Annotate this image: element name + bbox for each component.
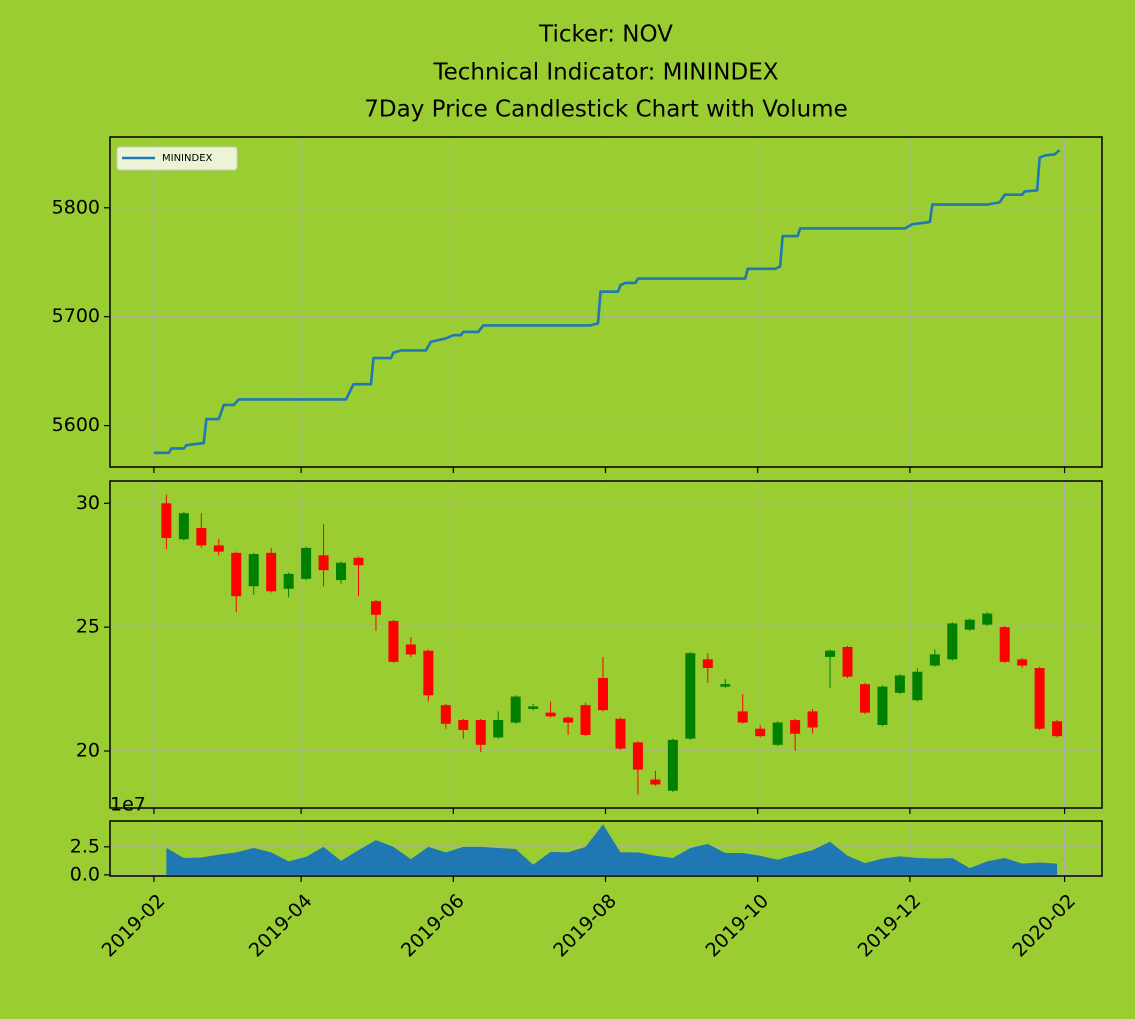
candle-body <box>545 712 556 717</box>
candle-body <box>353 557 364 566</box>
y-tick-label: 5600 <box>52 414 100 436</box>
candle-body <box>196 528 207 546</box>
candle-body <box>563 717 574 723</box>
line-series <box>153 149 1061 455</box>
y-tick-label: 5700 <box>52 305 100 327</box>
candle-body <box>423 650 434 696</box>
title-line: Ticker: NOV <box>538 22 673 48</box>
y-tick-label: 2.5 <box>70 835 100 857</box>
candle-body <box>755 728 766 737</box>
title-line: 7Day Price Candlestick Chart with Volume <box>364 97 847 123</box>
candle-body <box>301 547 312 579</box>
candle-body <box>318 555 329 571</box>
candle-body <box>248 554 259 587</box>
candle-body <box>510 696 521 723</box>
candle-body <box>598 677 609 711</box>
candle-body <box>231 552 242 597</box>
candle-body <box>720 684 731 687</box>
candle-body <box>458 720 469 730</box>
candle-body <box>528 706 539 709</box>
volume-area <box>166 824 1058 875</box>
candle-body <box>1052 721 1063 737</box>
candle-body <box>493 720 504 738</box>
y-tick-label: 20 <box>76 740 100 762</box>
candle-body <box>283 573 294 589</box>
candle-body <box>737 711 748 723</box>
candle-body <box>161 503 172 538</box>
legend-label: MININDEX <box>162 153 213 164</box>
candle-body <box>807 711 818 728</box>
candle-body <box>1017 659 1028 666</box>
candle-body <box>825 650 836 657</box>
candle-body <box>213 545 224 552</box>
axes-frame <box>109 820 1103 877</box>
candle-body <box>685 653 696 739</box>
candle-body <box>370 601 381 615</box>
candle-body <box>929 654 940 666</box>
candle-body <box>859 684 870 713</box>
legend-box <box>116 146 238 171</box>
candle-body <box>999 627 1010 662</box>
candle-body <box>266 552 277 592</box>
candle-body <box>580 705 591 735</box>
y-tick-label: 5800 <box>52 196 100 218</box>
candle-body <box>405 644 416 655</box>
candle-body <box>982 613 993 625</box>
offset-label: 1e7 <box>110 794 146 816</box>
candle-body <box>894 675 905 693</box>
y-tick-label: 30 <box>76 492 100 514</box>
axes-frame <box>109 480 1103 809</box>
candle-body <box>912 671 923 701</box>
candle-body <box>1034 668 1045 729</box>
candle-body <box>388 620 399 662</box>
y-tick-label: 25 <box>76 616 100 638</box>
candle-body <box>790 720 801 734</box>
candle-body <box>964 619 975 630</box>
candle-body <box>667 739 678 791</box>
candle-body <box>842 646 853 677</box>
candle-body <box>475 720 486 745</box>
candle-body <box>615 718 626 749</box>
y-tick-label: 0.0 <box>70 863 100 885</box>
title-line: Technical Indicator: MININDEX <box>432 60 778 86</box>
candle-body <box>877 686 888 726</box>
candle-body <box>702 659 713 669</box>
candle-body <box>650 779 661 785</box>
candle-body <box>440 705 451 724</box>
candle-body <box>947 623 958 660</box>
candle-body <box>178 513 189 540</box>
candle-body <box>336 562 347 581</box>
axes-frame <box>109 136 1103 468</box>
candle-body <box>772 722 783 745</box>
candle-body <box>632 742 643 770</box>
